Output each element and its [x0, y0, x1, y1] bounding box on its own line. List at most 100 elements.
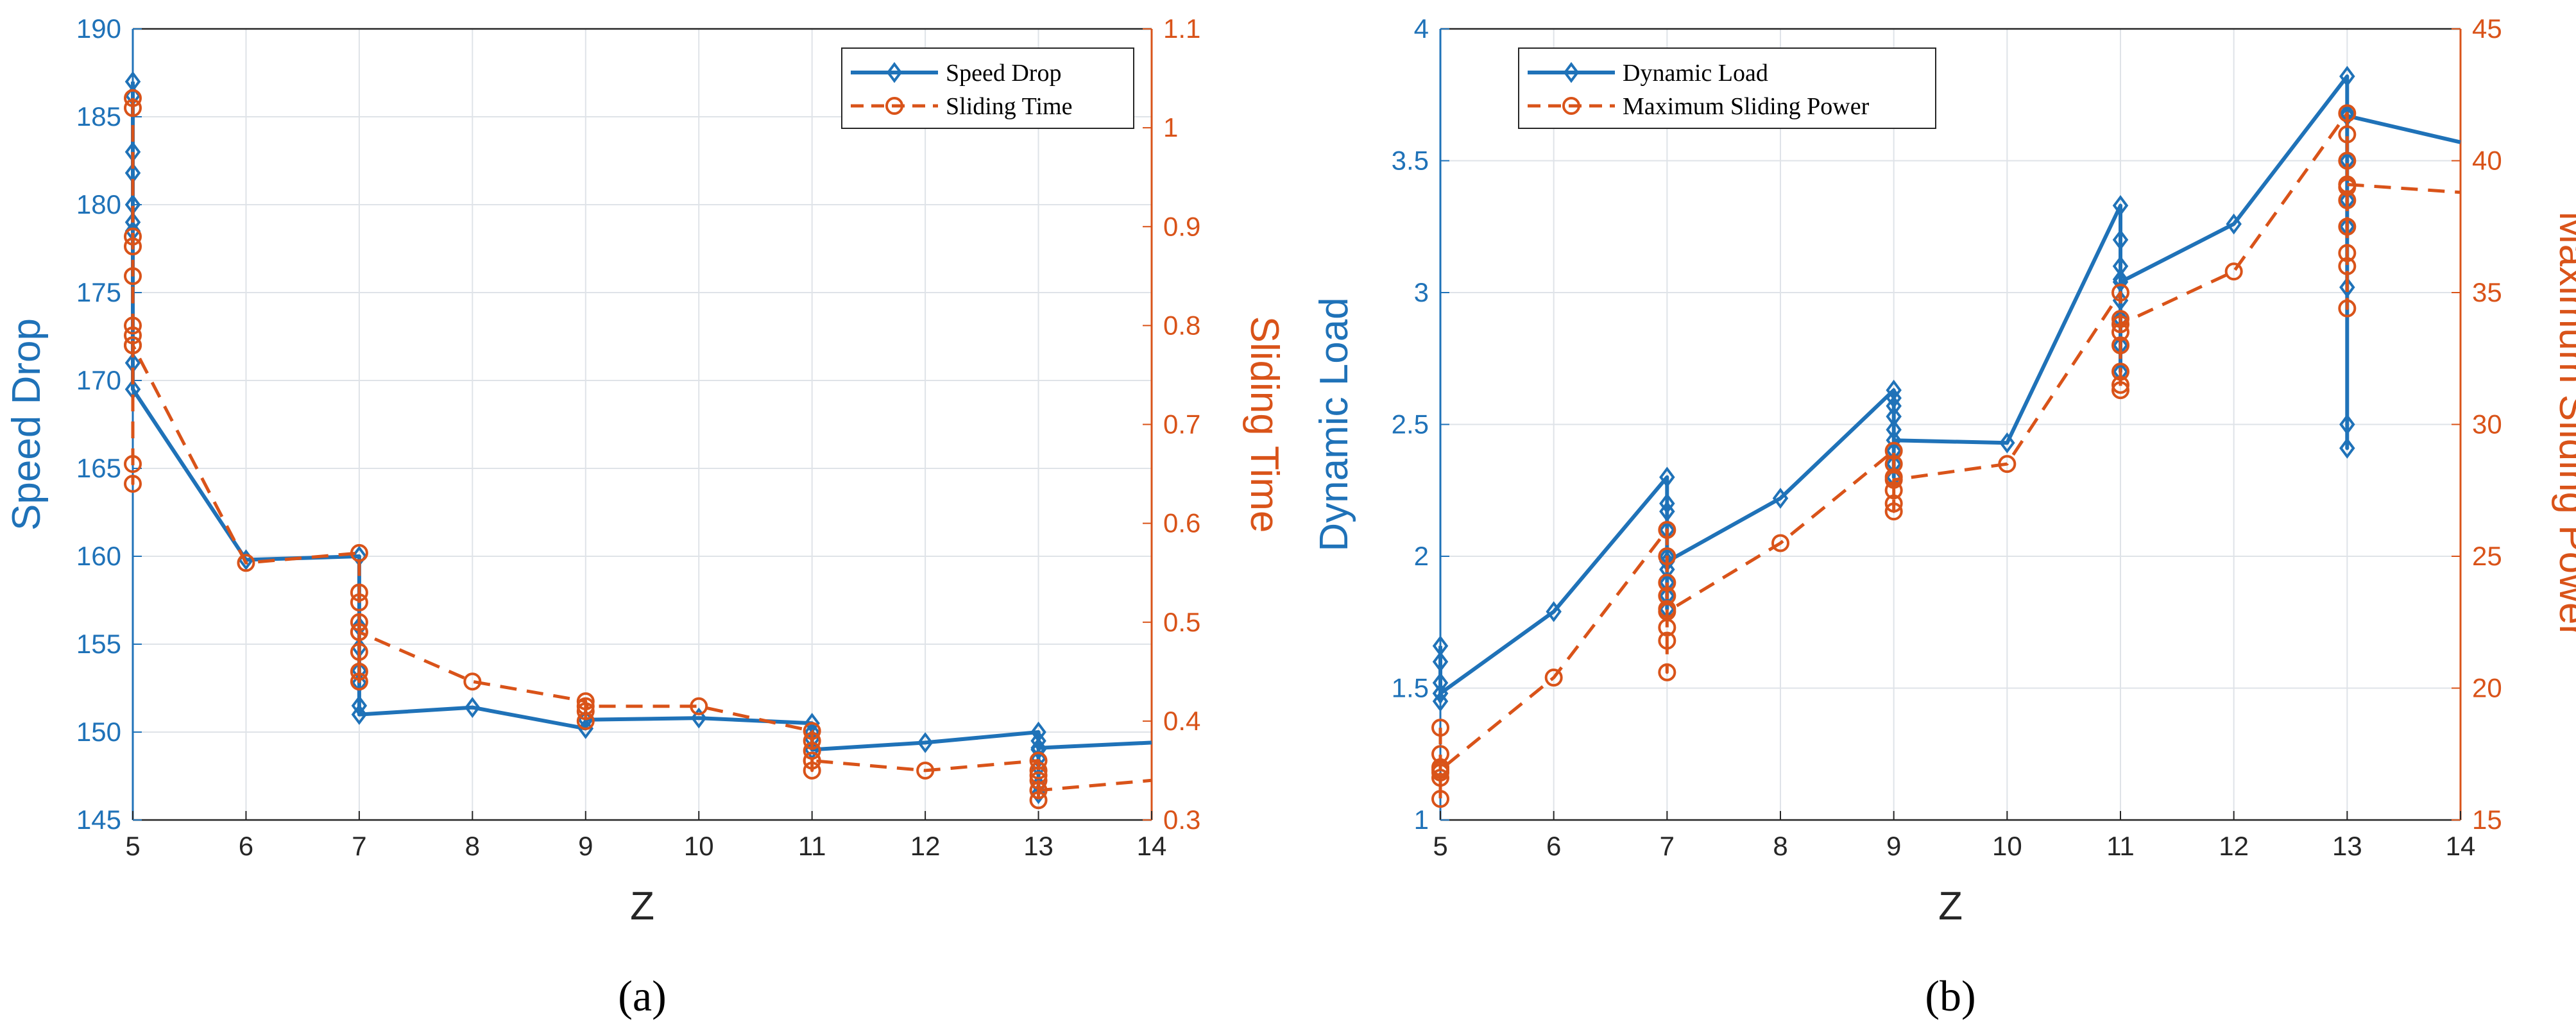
data-point	[916, 761, 935, 780]
data-point	[576, 702, 595, 721]
right-tick-label: 20	[2472, 673, 2502, 703]
left-tick-label: 185	[76, 101, 121, 132]
left-tick-label: 170	[76, 365, 121, 395]
right-tick-label: 1.1	[1163, 13, 1200, 44]
x-axis-label: Z	[630, 884, 654, 928]
x-tick-label: 10	[684, 831, 714, 861]
x-tick-label: 13	[1023, 831, 1053, 861]
data-point	[465, 697, 481, 718]
left-tick-label: 165	[76, 453, 121, 483]
data-point	[2338, 104, 2357, 123]
right-axis-label: Maximum Sliding Power	[2551, 211, 2576, 638]
data-point	[1562, 97, 1580, 115]
x-tick-label: 9	[578, 831, 593, 861]
data-point	[350, 642, 368, 661]
data-point	[803, 742, 821, 760]
left-axis-label: Dynamic Load	[1312, 297, 1356, 551]
x-tick-label: 13	[2332, 831, 2362, 861]
data-point	[124, 455, 142, 474]
x-tick-label: 8	[1773, 831, 1787, 861]
right-tick-label: 35	[2472, 277, 2502, 307]
data-point	[350, 543, 368, 562]
data-point	[350, 583, 368, 602]
x-tick-label: 6	[239, 831, 253, 861]
x-tick-label: 5	[1433, 831, 1447, 861]
left-axis-label: Speed Drop	[4, 318, 49, 531]
data-point	[803, 751, 821, 770]
data-point	[2111, 336, 2129, 355]
data-point	[2112, 271, 2129, 293]
right-tick-label: 0.3	[1163, 805, 1200, 835]
grid	[132, 28, 1152, 821]
data-point	[1659, 493, 1675, 515]
series-line	[1438, 112, 2461, 801]
right-tick-label: 0.8	[1163, 310, 1200, 340]
data-point	[463, 672, 482, 691]
data-point	[1884, 494, 1903, 513]
data-point	[1884, 470, 1903, 489]
x-tick-label: 11	[798, 831, 826, 861]
data-point	[124, 267, 142, 286]
data-point	[124, 326, 142, 345]
series-line	[131, 81, 1152, 796]
right-tick-label: 15	[2472, 805, 2502, 835]
legend-entry: Speed Drop	[946, 60, 1061, 87]
x-tick-label: 10	[1992, 831, 2022, 861]
data-point	[1884, 481, 1903, 500]
data-point	[1546, 601, 1562, 622]
x-tick-label: 9	[1886, 831, 1901, 861]
data-point	[1658, 574, 1676, 592]
data-point	[237, 554, 255, 572]
x-tick-label: 6	[1546, 831, 1561, 861]
data-point	[2111, 315, 2129, 334]
left-tick-label: 1	[1414, 805, 1429, 835]
data-point	[124, 474, 142, 493]
data-point	[1431, 719, 1449, 737]
data-point	[1563, 62, 1580, 83]
data-point	[2111, 363, 2129, 381]
left-tick-label: 180	[76, 189, 121, 219]
data-point	[1431, 769, 1449, 787]
legend-entry: Dynamic Load	[1623, 60, 1768, 87]
data-point	[1659, 466, 1675, 488]
data-point	[1886, 429, 1902, 451]
data-point	[1029, 781, 1048, 799]
data-point	[2338, 151, 2357, 170]
right-tick-label: 0.7	[1163, 409, 1200, 440]
series-maximum-sliding-power	[1431, 104, 2461, 808]
chart-panel-2: 5 6 7 8 9 10 11 12 13 14 1 1.5 2 2.5 3 3.5 4 15 20 25 30 35 40…	[1312, 13, 2576, 1020]
right-tick-label: 1	[1163, 112, 1178, 142]
series-dynamic-load	[1432, 65, 2461, 712]
data-point	[690, 697, 708, 715]
data-point	[803, 731, 821, 750]
data-point	[1658, 631, 1676, 650]
left-tick-label: 2.5	[1392, 409, 1429, 440]
data-point	[1658, 602, 1676, 621]
data-point	[350, 613, 368, 631]
data-point	[1432, 651, 1449, 672]
data-point	[886, 62, 903, 83]
data-point	[1029, 771, 1048, 790]
legend-box	[1518, 47, 1936, 129]
legend: Speed Drop Sliding Time	[841, 47, 1134, 129]
data-point	[124, 99, 142, 117]
left-tick-label: 2	[1414, 541, 1429, 571]
data-point	[1884, 441, 1903, 460]
left-tick-label: 150	[76, 717, 121, 747]
data-point	[885, 97, 903, 115]
data-point	[2338, 125, 2357, 144]
data-point	[576, 697, 595, 715]
series-line	[131, 98, 1152, 802]
data-point	[576, 692, 595, 711]
x-tick-label: 8	[465, 831, 480, 861]
right-tick-label: 0.9	[1163, 211, 1200, 241]
data-point	[1658, 663, 1676, 681]
data-point	[1658, 520, 1676, 539]
data-point	[351, 704, 368, 725]
data-point	[2112, 229, 2129, 251]
data-point	[2224, 262, 2243, 281]
data-point	[351, 672, 368, 694]
data-point	[1659, 559, 1675, 580]
data-point	[350, 623, 368, 642]
